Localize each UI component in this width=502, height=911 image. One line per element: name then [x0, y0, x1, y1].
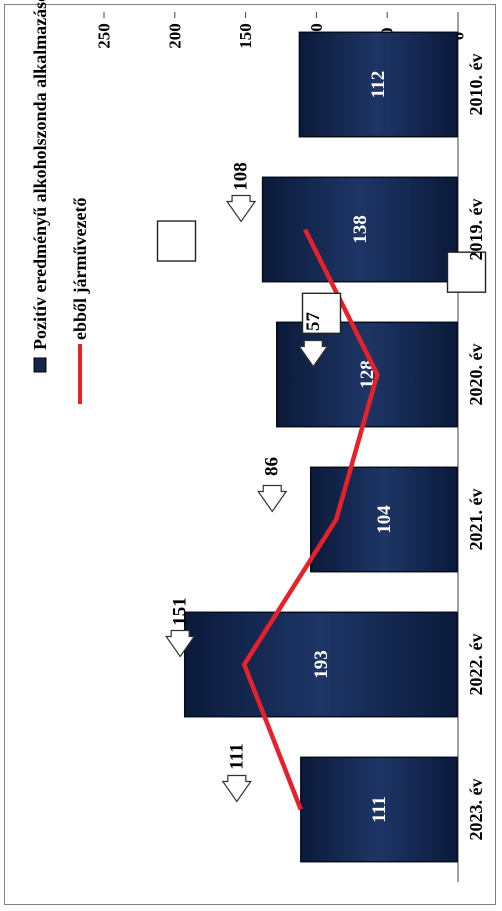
value-tick-label: 150: [236, 23, 255, 49]
value-tick-label: 200: [165, 23, 184, 49]
bar: [300, 756, 458, 863]
line-value-label: 111: [226, 743, 247, 769]
line-series: [241, 228, 380, 811]
line-value-callout: 111: [221, 743, 252, 803]
category-label: 2021. év: [466, 489, 486, 551]
line-value-label: 57: [303, 312, 324, 332]
chart-frame: [4, 4, 496, 905]
value-tick-label: 0: [449, 32, 468, 41]
callout-arrow: [225, 194, 257, 223]
callout-arrow: [221, 774, 252, 803]
category-label: 2020. év: [466, 344, 486, 406]
value-axis: 050100150200250: [95, 12, 468, 882]
bar: [298, 31, 458, 138]
callout-box: [446, 251, 487, 293]
category-label: 2019. év: [466, 199, 486, 261]
legend: Pozitív eredményű alkoholszonda alkalmaz…: [30, 0, 90, 404]
callout-box: [301, 292, 342, 334]
callout-arrow: [298, 339, 329, 368]
category-label: 2022. év: [466, 634, 486, 696]
callout-box: [156, 220, 197, 262]
line-value-callout: 86: [257, 251, 487, 513]
bar: [261, 176, 458, 283]
bar: [183, 611, 458, 718]
bar-value-label: 104: [374, 505, 395, 534]
bar-value-label: 111: [369, 796, 390, 822]
line-value-label: 151: [170, 597, 191, 626]
category-label: 2023. év: [466, 779, 486, 841]
bar-value-label: 193: [311, 650, 332, 679]
callout-arrow: [165, 629, 196, 658]
line-value-callout: 57: [298, 292, 342, 368]
category-labels: 2010. év 2019. év 2020. év 2021. év 2022. év…: [466, 54, 486, 841]
line-callouts: 108 57 86 151 111: [156, 162, 487, 803]
legend-label-bars: Pozitív eredményű alkoholszonda alkalmaz…: [30, 0, 50, 350]
callout-arrow: [257, 484, 288, 513]
category-label: 2010. év: [466, 54, 486, 116]
line-path: [241, 228, 380, 811]
value-tick-label: 250: [95, 23, 114, 49]
legend-label-line: ebből járművezető: [70, 198, 90, 340]
line-value-callout: 151: [165, 597, 196, 658]
line-value-label: 108: [231, 162, 252, 191]
line-value-callout: 108: [156, 162, 257, 262]
bar-value-label: 138: [350, 215, 371, 244]
line-value-label: 86: [262, 457, 283, 476]
bar-value-label: 112: [368, 71, 389, 98]
legend-swatch-bars: [33, 357, 47, 373]
